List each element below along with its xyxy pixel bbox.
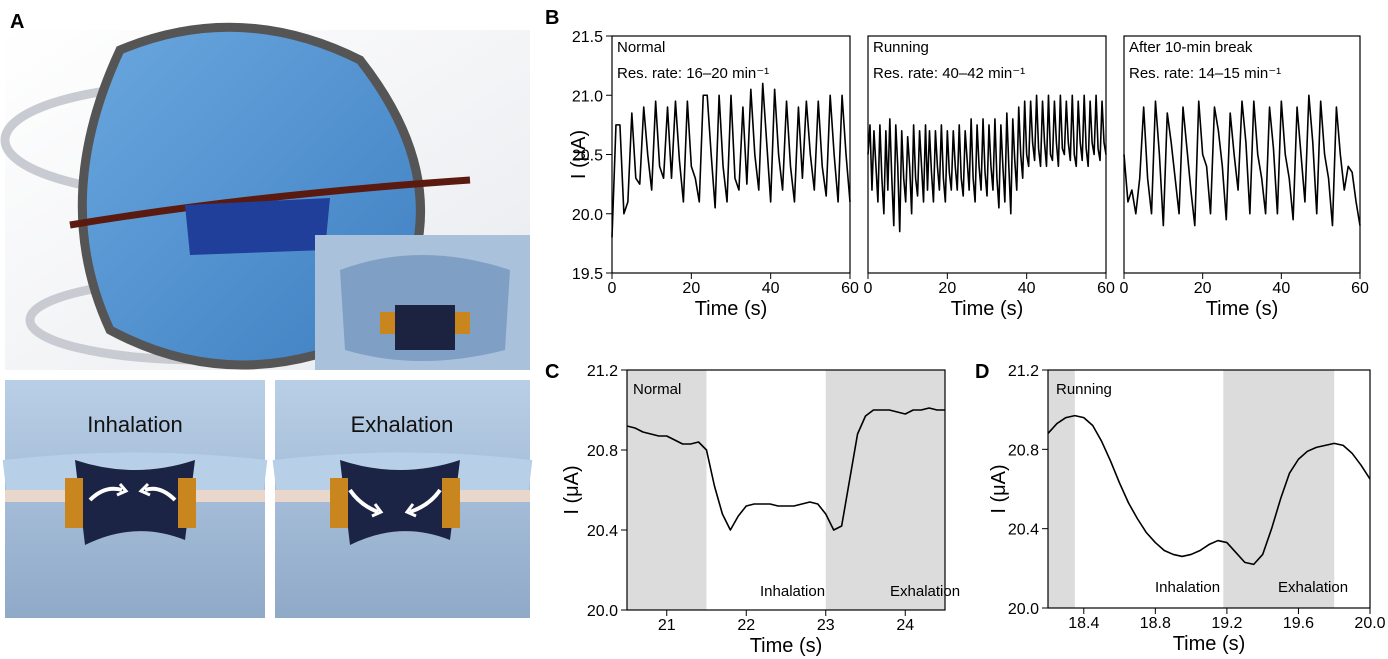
- shaded-region: [1223, 370, 1335, 608]
- y-tick-label: 20.8: [587, 443, 618, 460]
- photo-label: Inhalation: [87, 412, 182, 437]
- x-tick-label: 20.0: [1354, 615, 1385, 632]
- x-axis-label: Time (s): [695, 298, 768, 320]
- y-axis-label: I (μA): [568, 130, 590, 179]
- x-tick-label: 60: [1097, 280, 1115, 297]
- panel-a-photos: Inhalation Exhalation: [2, 380, 533, 618]
- panel-label: B: [545, 7, 559, 29]
- panel-a-illustration: [0, 22, 530, 370]
- x-tick-label: 60: [1351, 280, 1369, 297]
- annotation: Exhalation: [890, 583, 960, 600]
- y-tick-label: 21.2: [1008, 363, 1039, 380]
- shaded-region: [1048, 370, 1075, 608]
- y-tick-label: 20.4: [587, 523, 618, 540]
- x-tick-label: 18.8: [1140, 615, 1171, 632]
- y-tick-label: 20.8: [1008, 442, 1039, 459]
- x-tick-label: 20: [1194, 280, 1212, 297]
- x-tick-label: 40: [1272, 280, 1290, 297]
- x-tick-label: 0: [608, 280, 617, 297]
- y-tick-label: 19.5: [572, 266, 603, 283]
- x-tick-label: 19.6: [1283, 615, 1314, 632]
- y-axis-label: I (μA): [988, 464, 1010, 513]
- panel-label: D: [975, 361, 989, 383]
- y-tick-label: 20.0: [572, 207, 603, 224]
- annotation: Normal: [633, 381, 681, 398]
- x-tick-label: 21: [658, 617, 676, 634]
- annotation: Res. rate: 40–42 min⁻¹: [873, 65, 1025, 82]
- x-axis-label: Time (s): [951, 298, 1024, 320]
- x-tick-label: 20: [938, 280, 956, 297]
- annotation: Res. rate: 14–15 min⁻¹: [1129, 65, 1281, 82]
- x-tick-label: 23: [817, 617, 835, 634]
- x-axis-label: Time (s): [1173, 633, 1246, 655]
- annotation: Exhalation: [1278, 579, 1348, 596]
- x-tick-label: 19.2: [1211, 615, 1242, 632]
- x-tick-label: 22: [737, 617, 755, 634]
- x-tick-label: 40: [1018, 280, 1036, 297]
- y-tick-label: 20.4: [1008, 522, 1039, 539]
- data-line: [1123, 94, 1361, 227]
- annotation: Running: [873, 39, 929, 56]
- y-tick-label: 21.5: [572, 29, 603, 46]
- panel-label: A: [10, 11, 24, 33]
- annotation: Inhalation: [1155, 579, 1220, 596]
- y-tick-label: 20.0: [587, 603, 618, 620]
- data-line: [1047, 414, 1371, 566]
- shaded-region: [825, 370, 945, 610]
- data-line: [611, 82, 851, 238]
- x-tick-label: 20: [682, 280, 700, 297]
- x-tick-label: 18.4: [1068, 615, 1099, 632]
- x-axis-label: Time (s): [1206, 298, 1279, 320]
- data-line: [867, 94, 1107, 233]
- x-tick-label: 40: [762, 280, 780, 297]
- y-tick-label: 21.2: [587, 363, 618, 380]
- annotation: Inhalation: [760, 583, 825, 600]
- y-tick-label: 20.0: [1008, 601, 1039, 618]
- plot-frame: [1123, 35, 1361, 274]
- plot-frame: [1047, 369, 1371, 609]
- shaded-region: [627, 370, 707, 610]
- annotation: Res. rate: 16–20 min⁻¹: [617, 65, 769, 82]
- annotation: Normal: [617, 39, 665, 56]
- annotation: Running: [1056, 381, 1112, 398]
- x-tick-label: 0: [864, 280, 873, 297]
- panel-label: C: [545, 361, 559, 383]
- x-tick-label: 24: [896, 617, 914, 634]
- y-tick-label: 21.0: [572, 88, 603, 105]
- annotation: After 10-min break: [1129, 39, 1253, 56]
- x-axis-label: Time (s): [750, 635, 823, 657]
- x-tick-label: 0: [1120, 280, 1129, 297]
- y-axis-label: I (μA): [561, 465, 583, 514]
- plot-frame: [626, 369, 946, 611]
- plot-frame: [867, 35, 1107, 274]
- y-tick-label: 20.5: [572, 148, 603, 165]
- x-tick-label: 60: [841, 280, 859, 297]
- data-line: [626, 407, 945, 531]
- photo-label: Exhalation: [351, 412, 454, 437]
